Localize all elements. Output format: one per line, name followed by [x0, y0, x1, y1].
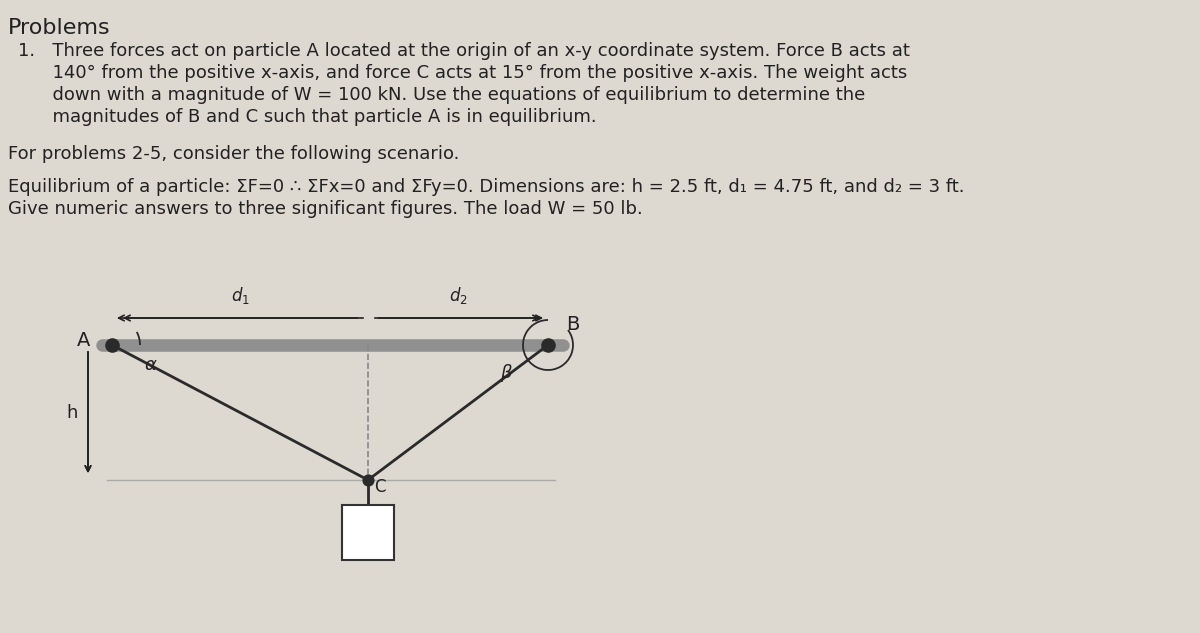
Text: Equilibrium of a particle: ΣF=0 ∴ ΣFx=0 and ΣFy=0. Dimensions are: h = 2.5 ft, d: Equilibrium of a particle: ΣF=0 ∴ ΣFx=0 …	[8, 178, 965, 196]
Text: W: W	[359, 523, 377, 541]
Text: $d_2$: $d_2$	[449, 285, 468, 306]
Text: For problems 2-5, consider the following scenario.: For problems 2-5, consider the following…	[8, 145, 460, 163]
Text: $d_1$: $d_1$	[230, 285, 250, 306]
Text: magnitudes of B and C such that particle A is in equilibrium.: magnitudes of B and C such that particle…	[18, 108, 596, 126]
Text: down with a magnitude of W = 100 kN. Use the equations of equilibrium to determi: down with a magnitude of W = 100 kN. Use…	[18, 86, 865, 104]
Point	[359, 475, 378, 485]
Text: A: A	[77, 330, 90, 349]
FancyBboxPatch shape	[342, 505, 394, 560]
Text: Problems: Problems	[8, 18, 110, 38]
Text: Give numeric answers to three significant figures. The load W = 50 lb.: Give numeric answers to three significan…	[8, 200, 643, 218]
Text: 1.   Three forces act on particle A located at the origin of an x-y coordinate s: 1. Three forces act on particle A locate…	[18, 42, 910, 60]
Text: B: B	[566, 315, 580, 334]
Text: h: h	[67, 403, 78, 422]
Point	[539, 340, 558, 350]
Text: 140° from the positive x-axis, and force C acts at 15° from the positive x-axis.: 140° from the positive x-axis, and force…	[18, 64, 907, 82]
Text: C: C	[374, 478, 385, 496]
Text: $\beta$: $\beta$	[500, 362, 512, 384]
Text: $\alpha$: $\alpha$	[144, 356, 157, 374]
Point	[102, 340, 121, 350]
